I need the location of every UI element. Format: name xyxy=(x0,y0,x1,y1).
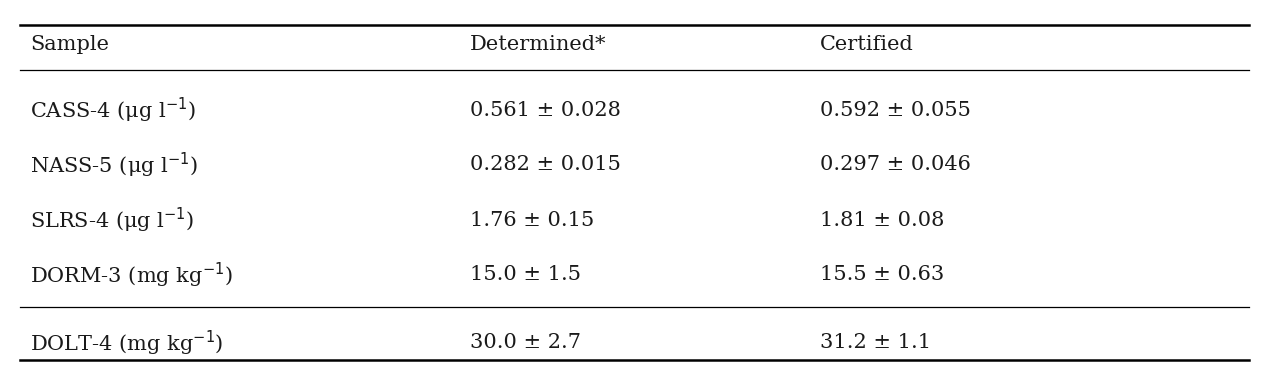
Text: SLRS-4 (μg l$^{-1}$): SLRS-4 (μg l$^{-1}$) xyxy=(30,205,194,235)
Text: 31.2 ± 1.1: 31.2 ± 1.1 xyxy=(820,334,931,353)
Text: Certified: Certified xyxy=(820,35,914,54)
Text: 1.76 ± 0.15: 1.76 ± 0.15 xyxy=(470,211,594,230)
Text: 0.297 ± 0.046: 0.297 ± 0.046 xyxy=(820,155,971,174)
Text: 0.282 ± 0.015: 0.282 ± 0.015 xyxy=(470,155,621,174)
Text: 0.561 ± 0.028: 0.561 ± 0.028 xyxy=(470,100,621,119)
Text: 0.592 ± 0.055: 0.592 ± 0.055 xyxy=(820,100,971,119)
Text: Determined*: Determined* xyxy=(470,35,607,54)
Text: CASS-4 (μg l$^{-1}$): CASS-4 (μg l$^{-1}$) xyxy=(30,95,195,124)
Text: 15.0 ± 1.5: 15.0 ± 1.5 xyxy=(470,265,581,284)
Text: DOLT-4 (mg kg$^{-1}$): DOLT-4 (mg kg$^{-1}$) xyxy=(30,328,223,358)
Text: 1.81 ± 0.08: 1.81 ± 0.08 xyxy=(820,211,944,230)
Text: 30.0 ± 2.7: 30.0 ± 2.7 xyxy=(470,334,581,353)
Text: Sample: Sample xyxy=(30,35,109,54)
Text: NASS-5 (μg l$^{-1}$): NASS-5 (μg l$^{-1}$) xyxy=(30,150,198,180)
Text: 15.5 ± 0.63: 15.5 ± 0.63 xyxy=(820,265,944,284)
Text: DORM-3 (mg kg$^{-1}$): DORM-3 (mg kg$^{-1}$) xyxy=(30,260,232,289)
